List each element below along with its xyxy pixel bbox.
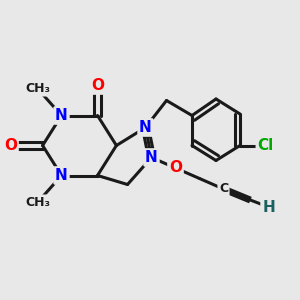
Text: O: O xyxy=(169,160,182,175)
Text: O: O xyxy=(91,78,104,93)
Text: O: O xyxy=(4,138,17,153)
Text: CH₃: CH₃ xyxy=(25,82,50,95)
Text: N: N xyxy=(55,108,68,123)
Text: C: C xyxy=(219,182,228,196)
Text: Cl: Cl xyxy=(257,138,274,153)
Text: N: N xyxy=(145,150,158,165)
Text: CH₃: CH₃ xyxy=(25,196,50,209)
Text: H: H xyxy=(262,200,275,214)
Text: N: N xyxy=(55,168,68,183)
Text: N: N xyxy=(139,120,152,135)
